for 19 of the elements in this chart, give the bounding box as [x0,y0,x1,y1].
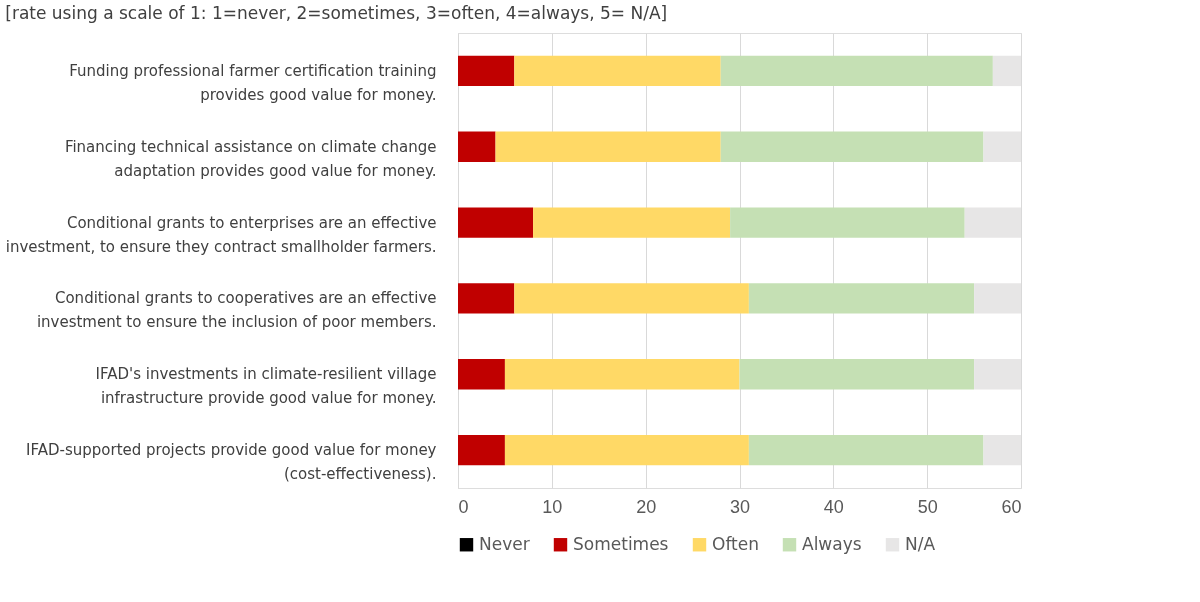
legend-label: Never [479,533,530,554]
y-tick-label: Financing technical assistance on climate change adaptation provides good value for money. [64,137,437,180]
legend-label: Often [712,533,759,554]
x-tick-label: 0 [458,496,469,517]
legend-label: Sometimes [573,533,669,554]
y-tick-label: Conditional grants to enterprises are an effective investment, to ensure they contract smallholder farmers. [5,213,437,256]
legend-label: N/A [905,533,936,554]
legend-label: Always [802,533,862,554]
x-tick-label: 60 [1001,496,1022,517]
x-tick-label: 10 [542,496,563,517]
y-tick-label: IFAD's investments in climate-resilient village infrastructure provide good value for money. [95,365,437,408]
chart-title: [rate using a scale of 1: 1=never, 2=sometimes, 3=often, 4=always, 5= N/A] [5,3,668,23]
x-tick-label: 20 [636,496,657,517]
x-tick-label: 40 [823,496,844,517]
x-tick-label: 50 [917,496,938,517]
y-tick-label: Conditional grants to cooperatives are an effective investment to ensure the inclusion of poor members. [36,289,437,332]
x-tick-label: 30 [729,496,751,517]
y-tick-label: Funding professional farmer certification training provides good value for money. [69,61,437,104]
y-tick-label: IFAD-supported projects provide good value for money (cost-effectiveness). [26,441,437,484]
